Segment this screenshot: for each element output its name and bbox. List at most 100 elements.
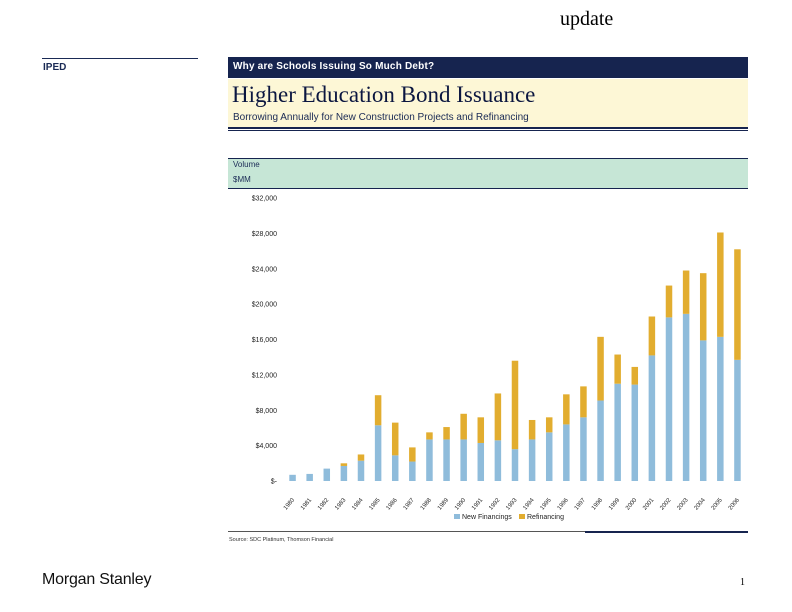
x-tick-label: 2006 (728, 497, 742, 512)
bar-new-financings (734, 359, 741, 481)
bar-refinancing (717, 232, 724, 337)
bar-new-financings (374, 425, 382, 481)
bar-new-financings (648, 355, 656, 481)
x-tick-label: 1984 (351, 497, 365, 512)
bar-refinancing (734, 249, 741, 360)
bar-new-financings (409, 461, 416, 481)
bar-new-financings (597, 400, 604, 481)
bar-new-financings (528, 439, 536, 481)
bar-refinancing (391, 422, 399, 456)
bar-new-financings (545, 432, 553, 481)
y-tick-label: $8,000 (256, 408, 278, 415)
bar-new-financings (323, 468, 331, 481)
y-tick-label: $28,000 (252, 231, 277, 238)
x-tick-label: 1992 (488, 497, 502, 512)
bar-new-financings (443, 439, 450, 481)
bar-refinancing (580, 386, 587, 418)
x-tick-label: 1996 (557, 497, 571, 512)
y-tick-label: $32,000 (252, 196, 277, 203)
y-tick-label: $- (271, 479, 278, 486)
y-tick-label: $24,000 (252, 266, 277, 273)
bar-refinancing (477, 417, 485, 443)
bar-new-financings (477, 442, 485, 481)
bar-new-financings (289, 474, 296, 481)
x-tick-label: 2003 (676, 497, 690, 512)
morgan-stanley-logo: Morgan Stanley (42, 571, 152, 588)
source-note: Source: SDC Platinum, Thomson Financial (229, 537, 334, 543)
x-tick-label: 1993 (505, 497, 519, 512)
chart-subtitle: Borrowing Annually for New Construction … (233, 112, 529, 123)
bar-refinancing (443, 427, 450, 440)
x-tick-label: 2001 (642, 497, 656, 512)
section-label: IPED (43, 62, 67, 73)
x-tick-label: 1989 (437, 497, 451, 512)
bar-new-financings (699, 340, 707, 481)
x-tick-label: 1998 (591, 497, 605, 512)
y-tick-label: $12,000 (252, 372, 277, 379)
bar-new-financings (460, 439, 467, 481)
chart-title: Higher Education Bond Issuance (232, 82, 536, 107)
source-rule (228, 531, 748, 532)
bar-new-financings (357, 460, 365, 481)
bar-refinancing (563, 394, 570, 425)
bar-refinancing (648, 316, 656, 356)
x-tick-label: 1994 (522, 497, 536, 512)
title-rule (228, 130, 748, 131)
x-tick-label: 1997 (574, 497, 588, 512)
page-number: 1 (740, 577, 745, 588)
bar-new-financings (717, 336, 724, 481)
question-banner (228, 57, 748, 78)
x-tick-label: 2000 (625, 497, 639, 512)
bar-new-financings (391, 455, 399, 481)
bar-new-financings (682, 313, 690, 481)
x-tick-label: 1980 (283, 497, 297, 512)
bar-refinancing (460, 413, 467, 440)
bar-new-financings (340, 465, 348, 481)
title-box (228, 79, 748, 129)
legend-label-new-financings: New Financings (462, 514, 512, 521)
x-tick-label: 1991 (471, 497, 485, 512)
bar-refinancing (597, 336, 604, 401)
bar-new-financings (614, 383, 621, 481)
section-rule (42, 58, 198, 59)
legend-label-refinancing: Refinancing (527, 514, 564, 521)
y-tick-label: $4,000 (256, 443, 278, 450)
bar-refinancing (699, 273, 707, 341)
x-tick-label: 1981 (300, 497, 314, 512)
x-tick-label: 1999 (608, 497, 622, 512)
bond-issuance-chart: $- $4,000 $8,000 $12,000 $16,000 $20,000 $24,0… (252, 196, 742, 522)
bar-new-financings (306, 473, 313, 481)
bar-new-financings (494, 440, 502, 481)
x-tick-label: 1982 (317, 497, 331, 512)
bar-refinancing (426, 432, 433, 440)
bar-refinancing (545, 417, 553, 433)
x-tick-label: 1983 (334, 497, 348, 512)
bar-new-financings (511, 449, 519, 481)
source-rule-accent (585, 531, 748, 533)
bar-refinancing (528, 419, 536, 440)
bar-refinancing (511, 360, 519, 450)
y-axis-label: Volume (233, 160, 260, 169)
bar-new-financings (665, 317, 673, 481)
question-banner-text: Why are Schools Issuing So Much Debt? (233, 61, 435, 72)
bar-refinancing (682, 270, 690, 314)
legend-swatch-refinancing (519, 514, 525, 519)
bar-refinancing (340, 463, 348, 466)
bar-refinancing (631, 366, 639, 385)
axis-header-box (228, 158, 748, 189)
x-tick-label: 1988 (420, 497, 434, 512)
update-label: update (560, 8, 614, 30)
x-tick-label: 2004 (694, 497, 708, 512)
y-axis-unit-label: $MM (233, 175, 251, 184)
legend-swatch-new-financings (454, 514, 460, 519)
bar-refinancing (614, 354, 621, 384)
x-tick-label: 1985 (368, 497, 382, 512)
bar-refinancing (665, 285, 673, 318)
y-tick-label: $16,000 (252, 337, 277, 344)
x-tick-label: 1990 (454, 497, 468, 512)
x-tick-label: 1995 (540, 497, 554, 512)
bar-new-financings (426, 439, 433, 481)
bar-refinancing (374, 395, 382, 426)
y-tick-label: $20,000 (252, 302, 277, 309)
x-tick-label: 1986 (386, 497, 400, 512)
